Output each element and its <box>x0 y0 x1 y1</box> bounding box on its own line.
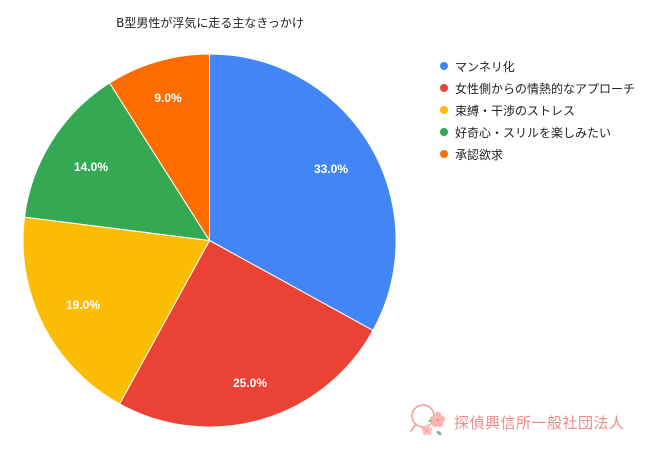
slice-label-passionate-approach: 25.0% <box>233 376 267 390</box>
pie-slice-passionate-approach[interactable] <box>119 240 374 428</box>
watermark: 探偵興信所一般社団法人 <box>408 402 625 442</box>
pie-slice-approval-desire[interactable] <box>109 53 210 241</box>
chart-title: B型男性が浮気に走る主なきっかけ <box>116 16 304 30</box>
slice-label-restraint-stress: 19.0% <box>66 298 100 312</box>
legend-label: 好奇心・スリルを楽しみたい <box>455 125 612 140</box>
legend-label: マンネリ化 <box>455 59 515 74</box>
watermark-text: 探偵興信所一般社団法人 <box>454 413 625 432</box>
slice-label-curiosity-thrill: 14.0% <box>74 160 108 174</box>
pie-slice-curiosity-thrill[interactable] <box>24 82 210 241</box>
legend-dot-icon <box>440 84 448 92</box>
legend-label: 女性側からの情熱的なアプローチ <box>455 81 636 96</box>
legend-label: 束縛・干渉のストレス <box>455 103 576 118</box>
legend-dot-icon <box>440 62 448 70</box>
legend-dot-icon <box>440 128 448 136</box>
legend-item-restraint-stress[interactable]: 束縛・干渉のストレス <box>440 99 635 121</box>
legend-dot-icon <box>440 106 448 114</box>
pie-slice-mannerism[interactable] <box>209 53 397 331</box>
legend-item-passionate-approach[interactable]: 女性側からの情熱的なアプローチ <box>440 77 635 99</box>
pie-slice-restraint-stress[interactable] <box>22 216 210 405</box>
legend-item-mannerism[interactable]: マンネリ化 <box>440 55 635 77</box>
slice-label-mannerism: 33.0% <box>314 162 348 176</box>
legend-item-curiosity-thrill[interactable]: 好奇心・スリルを楽しみたい <box>440 121 635 143</box>
legend-dot-icon <box>440 150 448 158</box>
slice-label-approval-desire: 9.0% <box>154 91 182 105</box>
legend-item-approval-desire[interactable]: 承認欲求 <box>440 143 635 165</box>
chart-legend: マンネリ化 女性側からの情熱的なアプローチ 束縛・干渉のストレス 好奇心・スリル… <box>440 55 635 165</box>
pie-chart: 33.0% 25.0% 19.0% 14.0% 9.0% <box>22 53 397 428</box>
magnifier-sakura-icon <box>410 404 446 436</box>
legend-label: 承認欲求 <box>455 147 504 162</box>
